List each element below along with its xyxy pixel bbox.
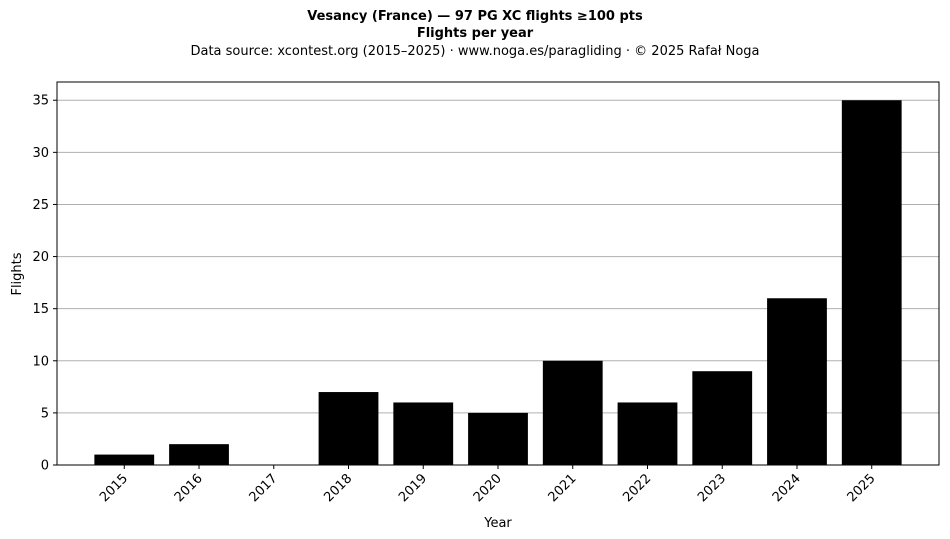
x-tick-label: 2020 [471,471,505,505]
x-axis: 2015 2016 2017 2018 2019 2020 2021 2022 2023 2024… [97,465,879,505]
y-axis-label: Flights [10,252,25,295]
bar-2015 [94,454,155,465]
bar-2020 [468,412,528,465]
x-axis-label: Year [483,516,512,531]
bar-2018 [318,392,379,465]
y-tick-label: 30 [32,146,49,161]
y-tick-label: 25 [32,198,49,213]
x-tick-label: 2016 [172,471,206,505]
y-tick-label: 35 [32,94,49,109]
x-tick-label: 2024 [770,471,804,505]
y-tick-label: 15 [32,302,49,317]
bar-2016 [169,444,229,465]
bar-2023 [692,371,753,465]
y-tick-label: 5 [41,406,49,421]
bar-2025 [841,100,902,465]
bar-2021 [542,360,603,465]
y-tick-label: 20 [32,250,49,265]
x-tick-label: 2018 [321,471,355,505]
y-axis: 0 5 10 15 20 25 30 35 [32,94,57,474]
y-tick-label: 0 [41,459,49,474]
chart-caption: Data source: xcontest.org (2015–2025) · … [190,44,760,59]
bar-2022 [617,402,678,465]
x-tick-label: 2022 [620,471,654,505]
chart-subtitle: Flights per year [416,26,534,41]
y-tick-label: 10 [32,354,49,369]
x-tick-label: 2017 [247,471,281,505]
bars [94,100,902,465]
bar-2024 [767,298,827,465]
bar-2019 [393,402,454,465]
chart-title: Vesancy (France) — 97 PG XC flights ≥100… [307,9,643,24]
x-tick-label: 2021 [546,471,580,505]
x-tick-label: 2015 [97,471,131,505]
x-tick-label: 2019 [396,471,430,505]
x-tick-label: 2023 [695,471,729,505]
x-tick-label: 2025 [845,471,879,505]
